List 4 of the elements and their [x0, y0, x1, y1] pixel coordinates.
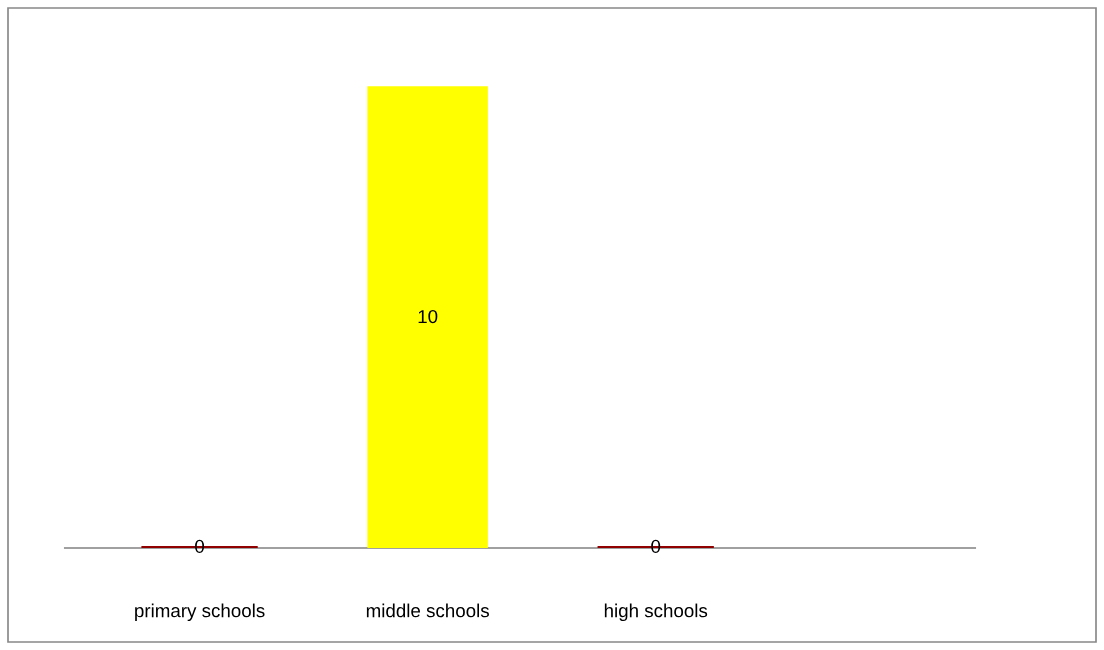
x-tick-label: primary schools	[135, 603, 265, 622]
x-tick-label: middle schools	[366, 603, 489, 618]
x-tick-label: high schools	[604, 603, 708, 622]
data-label: 10	[418, 309, 438, 324]
